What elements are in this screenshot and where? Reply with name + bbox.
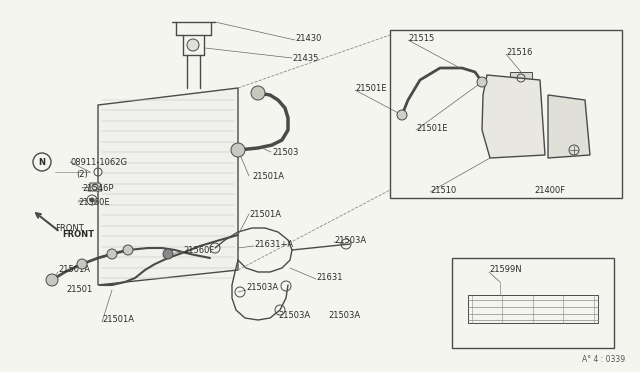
Text: 21501E: 21501E xyxy=(416,124,447,132)
Bar xyxy=(510,72,532,84)
Text: 21501A: 21501A xyxy=(102,315,134,324)
Text: 21503A: 21503A xyxy=(334,235,366,244)
Text: 21510: 21510 xyxy=(430,186,456,195)
Circle shape xyxy=(107,249,117,259)
Text: 21515: 21515 xyxy=(408,33,435,42)
Text: 08911-1062G: 08911-1062G xyxy=(70,157,127,167)
Text: 21435: 21435 xyxy=(292,54,318,62)
Text: 21560E: 21560E xyxy=(78,198,109,206)
Text: 21501A: 21501A xyxy=(249,209,281,218)
Text: 21631: 21631 xyxy=(316,273,342,282)
Text: A° 4 : 0339: A° 4 : 0339 xyxy=(582,356,625,365)
Text: 21503A: 21503A xyxy=(278,311,310,321)
Text: 21599N: 21599N xyxy=(489,266,522,275)
Circle shape xyxy=(123,245,133,255)
Text: 21501: 21501 xyxy=(66,285,92,295)
Circle shape xyxy=(163,249,173,259)
Text: FRONT: FRONT xyxy=(62,230,94,238)
Text: 21501A: 21501A xyxy=(252,171,284,180)
Circle shape xyxy=(90,198,94,202)
Text: 21560F: 21560F xyxy=(183,246,214,254)
Text: 21501A: 21501A xyxy=(58,266,90,275)
Text: N: N xyxy=(38,157,45,167)
Circle shape xyxy=(187,39,199,51)
Circle shape xyxy=(231,143,245,157)
Text: 21430: 21430 xyxy=(295,33,321,42)
Text: 21503A: 21503A xyxy=(328,311,360,321)
Text: 21516: 21516 xyxy=(506,48,532,57)
Text: 21503: 21503 xyxy=(272,148,298,157)
Polygon shape xyxy=(482,75,545,158)
Circle shape xyxy=(77,259,87,269)
Bar xyxy=(390,30,622,198)
Text: FRONT: FRONT xyxy=(55,224,84,232)
Polygon shape xyxy=(98,88,238,285)
Circle shape xyxy=(477,77,487,87)
Text: 21503A: 21503A xyxy=(246,283,278,292)
Circle shape xyxy=(46,274,58,286)
Bar xyxy=(452,258,614,348)
Circle shape xyxy=(397,110,407,120)
Bar xyxy=(468,295,598,323)
Text: (2): (2) xyxy=(76,170,88,179)
Text: 21400F: 21400F xyxy=(534,186,565,195)
Polygon shape xyxy=(88,183,102,191)
Polygon shape xyxy=(548,95,590,158)
Circle shape xyxy=(251,86,265,100)
Text: 21501E: 21501E xyxy=(355,83,387,93)
Text: 21546P: 21546P xyxy=(82,183,113,192)
Text: 21631+A: 21631+A xyxy=(254,240,293,248)
